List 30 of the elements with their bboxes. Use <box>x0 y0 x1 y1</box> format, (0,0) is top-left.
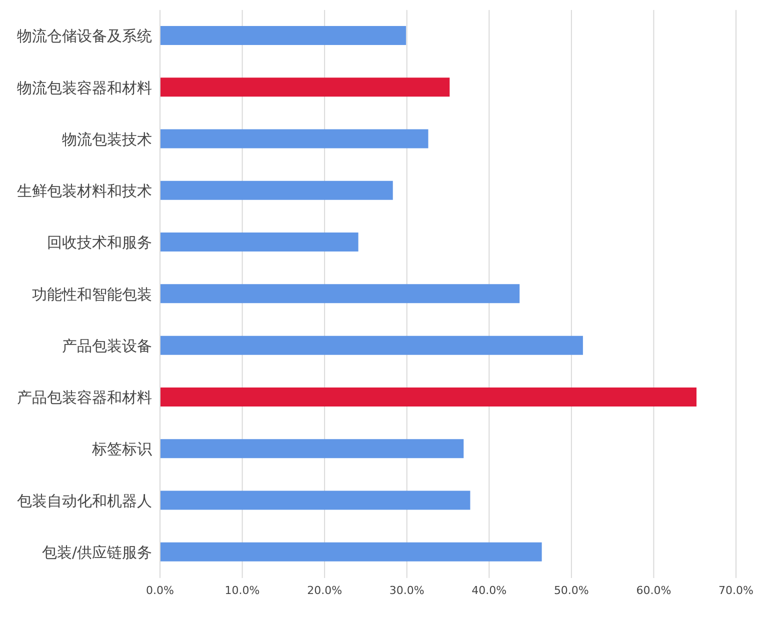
y-tick-label: 物流包装容器和材料 <box>17 78 152 97</box>
x-tick-label: 0.0% <box>146 584 174 597</box>
x-tick-label: 70.0% <box>718 584 754 597</box>
y-tick-label: 功能性和智能包装 <box>32 285 152 304</box>
bar <box>160 284 520 304</box>
bar <box>160 439 464 458</box>
bar <box>160 232 358 252</box>
bar <box>160 129 428 148</box>
y-tick-label: 包装/供应链服务 <box>42 544 152 562</box>
bar <box>160 26 406 45</box>
y-tick-label: 回收技术和服务 <box>47 234 152 252</box>
bar <box>160 387 697 406</box>
bar <box>160 490 470 510</box>
bar <box>160 180 393 200</box>
x-tick-label: 40.0% <box>472 584 507 597</box>
y-tick-label: 标签标识 <box>91 440 152 458</box>
x-tick-label: 30.0% <box>389 584 424 597</box>
x-tick-label: 10.0% <box>224 584 260 597</box>
x-tick-label: 60.0% <box>636 584 672 597</box>
y-tick-label: 物流仓储设备及系统 <box>17 27 152 46</box>
y-tick-label: 物流包装技术 <box>62 130 152 148</box>
y-tick-label: 产品包装容器和材料 <box>17 388 152 407</box>
x-tick-label: 20.0% <box>307 584 342 597</box>
y-tick-label: 生鲜包装材料和技术 <box>17 182 152 200</box>
bar <box>160 336 583 355</box>
x-tick-label: 50.0% <box>554 584 589 597</box>
y-tick-label: 包装自动化和机器人 <box>17 492 152 510</box>
y-tick-label: 产品包装设备 <box>62 336 152 355</box>
bar <box>160 78 450 97</box>
bar <box>160 542 542 562</box>
